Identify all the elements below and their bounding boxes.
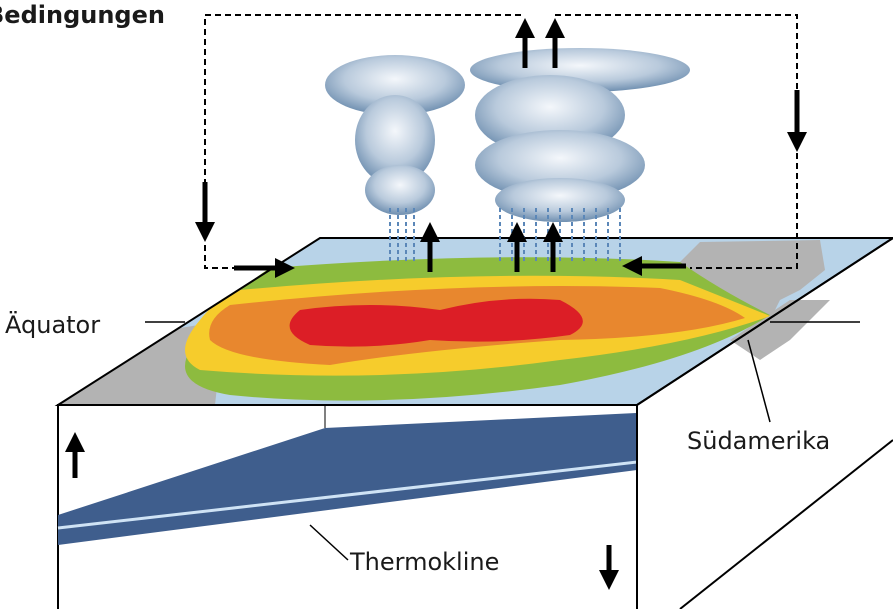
rain (389, 208, 621, 262)
south-america-leader (747, 339, 771, 423)
circulation-loop (204, 14, 798, 269)
box-edge (636, 237, 893, 406)
title: Bedingungen (0, 1, 165, 29)
cloud-right (470, 48, 690, 222)
land-south (730, 300, 830, 360)
box-side (637, 238, 893, 609)
south-america-land (680, 240, 825, 330)
south-america-label: Südamerika (687, 427, 830, 455)
thermocline-label: Thermokline (349, 548, 499, 576)
box-edge (679, 439, 893, 609)
thermocline-line (57, 460, 638, 530)
thermocline-leader (309, 524, 349, 561)
warm-pool (289, 298, 583, 347)
equator-label: Äquator (5, 310, 100, 339)
cloud-left (325, 55, 465, 215)
